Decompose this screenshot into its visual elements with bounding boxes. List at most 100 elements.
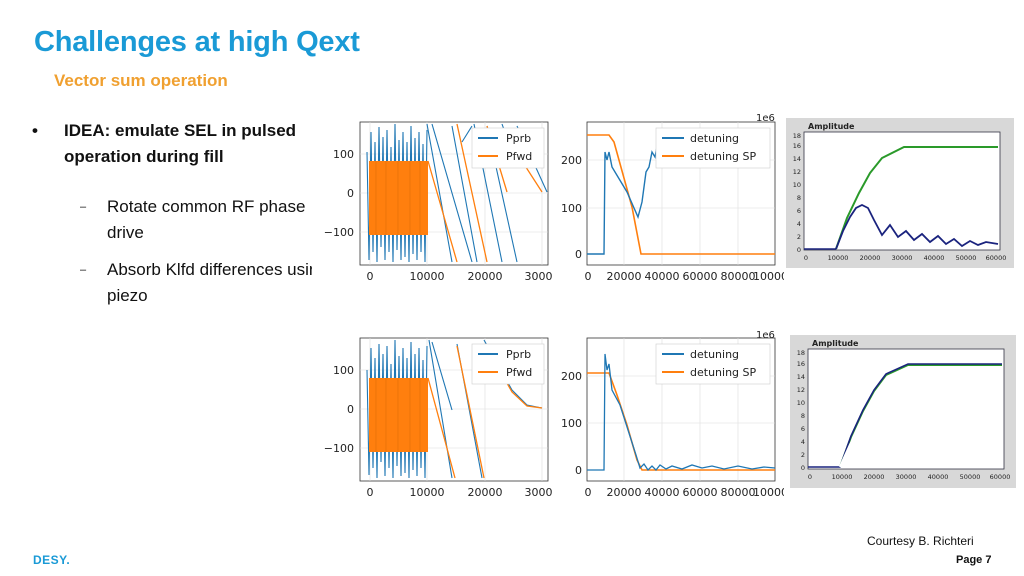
pfwd-block (369, 161, 428, 235)
x-tick-label: 20000 (607, 270, 642, 283)
y-tick-label: 6 (801, 425, 805, 433)
x-tick-label: 100000 (753, 270, 784, 283)
pprb-pfwd-chart-top: Pprb Pfwd 100 0 −100 0 10000 20000 30000 (312, 112, 562, 287)
x-tick-label: 60000 (683, 270, 718, 283)
y-tick-label: 2 (797, 233, 801, 241)
y-tick-label: 100 (561, 417, 582, 430)
x-tick-label: 0 (804, 254, 808, 262)
x-tick-label: 0 (585, 270, 592, 283)
y-tick-label: −100 (324, 226, 354, 239)
legend-label: Pfwd (506, 366, 532, 379)
x-tick-label: 20000 (468, 486, 503, 499)
pprb-pfwd-chart-bottom: Pprb Pfwd 100 0 −100 0 10000 20000 30000 (312, 330, 562, 505)
courtesy-note: Courtesy B. Richteri (867, 534, 974, 548)
x-tick-label: 0 (808, 473, 812, 481)
y-tick-label: 8 (801, 412, 805, 420)
pfwd-block (369, 378, 428, 452)
page-subtitle: Vector sum operation (54, 71, 228, 90)
x-tick-label: 30000 (525, 270, 560, 283)
x-tick-label: 10000 (410, 486, 445, 499)
y-tick-label: 100 (561, 202, 582, 215)
y-tick-label: 12 (793, 168, 801, 176)
x-tick-label: 30000 (896, 473, 917, 481)
legend-label: Pprb (506, 132, 531, 145)
amplitude-navy-series (835, 203, 999, 250)
x-tick-label: 80000 (721, 486, 756, 499)
y-tick-label: 18 (793, 132, 801, 140)
y-tick-label: 12 (797, 386, 805, 394)
x-tick-label: 30000 (892, 254, 913, 262)
pprb-series (366, 339, 543, 479)
page-number: Page 7 (956, 554, 992, 566)
offset-label: 1e6 (756, 330, 775, 341)
y-tick-label: 200 (561, 370, 582, 383)
y-tick-label: 100 (333, 148, 354, 161)
y-tick-label: 0 (575, 464, 582, 477)
x-tick-label: 20000 (607, 486, 642, 499)
legend: detuning detuning SP (655, 127, 771, 169)
x-tick-label: 10000 (828, 254, 849, 262)
x-tick-label: 30000 (525, 486, 560, 499)
page-title: Challenges at high Qext (34, 26, 360, 58)
amplitude-chart-top: Amplitude 0 2 4 6 8 10 12 14 16 18 0 100… (786, 118, 1014, 268)
dash-icon: – (80, 264, 87, 276)
legend-label: Pprb (506, 348, 531, 361)
x-tick-label: 60000 (990, 473, 1011, 481)
legend-label: detuning (690, 132, 739, 145)
y-tick-label: 200 (561, 154, 582, 167)
y-tick-label: 14 (793, 155, 801, 163)
y-tick-label: 18 (797, 349, 805, 357)
x-tick-label: 50000 (956, 254, 977, 262)
sub-bullet-1-text: Rotate common RF phase drive (107, 197, 306, 242)
chart-title: Amplitude (812, 339, 859, 348)
y-tick-label: 4 (801, 438, 805, 446)
bullet-main-text: IDEA: emulate SEL in pulsed operation du… (64, 121, 297, 166)
legend: Pprb Pfwd (471, 127, 545, 169)
y-tick-label: 2 (801, 451, 805, 459)
y-tick-label: 16 (793, 142, 801, 150)
y-tick-label: −100 (324, 442, 354, 455)
y-tick-label: 100 (333, 364, 354, 377)
bullet-dot-icon: • (32, 121, 38, 140)
y-tick-label: 0 (347, 403, 354, 416)
sub-bullet-2-text: Absorb Klfd differences using piezo (107, 260, 328, 305)
x-tick-label: 0 (367, 486, 374, 499)
detuning-chart-top: detuning detuning SP 1e6 200 100 0 0 200… (552, 112, 784, 287)
legend-label: Pfwd (506, 150, 532, 163)
y-tick-label: 0 (797, 246, 801, 254)
x-tick-label: 40000 (928, 473, 949, 481)
x-tick-label: 10000 (410, 270, 445, 283)
detuning-series (587, 353, 776, 472)
legend: detuning detuning SP (655, 343, 771, 385)
x-tick-label: 0 (367, 270, 374, 283)
plot-area: Pprb Pfwd (359, 121, 549, 266)
y-tick-label: 10 (793, 181, 801, 189)
chart-title: Amplitude (808, 122, 855, 131)
y-tick-label: 0 (801, 464, 805, 472)
y-tick-label: 10 (797, 399, 805, 407)
legend-label: detuning SP (690, 366, 756, 379)
y-tick-label: 0 (347, 187, 354, 200)
x-tick-label: 20000 (468, 270, 503, 283)
x-tick-label: 20000 (860, 254, 881, 262)
y-tick-label: 0 (575, 248, 582, 261)
y-tick-label: 16 (797, 360, 805, 368)
x-tick-label: 40000 (645, 270, 680, 283)
y-tick-label: 8 (797, 194, 801, 202)
dash-icon: – (80, 201, 87, 213)
x-tick-label: 100000 (753, 486, 784, 499)
detuning-chart-bottom: detuning detuning SP 1e6 200 100 0 0 200… (552, 330, 784, 505)
amplitude-white-series (838, 421, 1003, 468)
x-tick-label: 20000 (864, 473, 885, 481)
x-tick-label: 80000 (721, 270, 756, 283)
x-tick-label: 60000 (683, 486, 718, 499)
y-tick-label: 6 (797, 207, 801, 215)
legend-label: detuning SP (690, 150, 756, 163)
x-tick-label: 10000 (832, 473, 853, 481)
x-tick-label: 40000 (924, 254, 945, 262)
desy-logo: DESY. (33, 553, 71, 567)
legend: Pprb Pfwd (471, 343, 545, 385)
amplitude-green-series (835, 146, 998, 250)
x-tick-label: 60000 (986, 254, 1007, 262)
legend-label: detuning (690, 348, 739, 361)
